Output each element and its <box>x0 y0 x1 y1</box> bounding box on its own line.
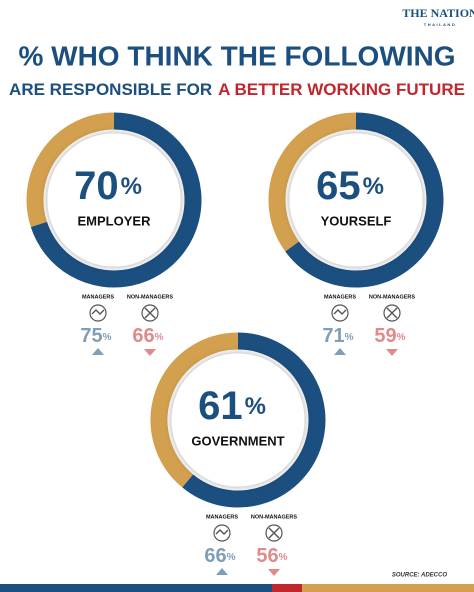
icon-shape <box>333 309 347 315</box>
footer-bar <box>302 584 474 592</box>
donut-inner <box>289 133 423 267</box>
breakdown-name: NON-MANAGERS <box>251 514 297 520</box>
footer-bar <box>0 584 272 592</box>
subtitle-part: ARE RESPONSIBLE FOR <box>9 80 212 99</box>
brand-sub: THAILAND <box>424 22 456 27</box>
subtitle: ARE RESPONSIBLE FOR A BETTER WORKING FUTU… <box>9 80 465 99</box>
breakdown-number: 71 <box>322 325 344 347</box>
icon <box>89 304 107 322</box>
icon-shape <box>144 307 156 319</box>
breakdown-unit: % <box>155 332 164 343</box>
breakdown-name: NON-MANAGERS <box>127 294 173 300</box>
breakdown-value: 71% <box>322 325 353 347</box>
donut-label: YOURSELF <box>321 213 392 228</box>
donut-label: GOVERNMENT <box>191 433 284 448</box>
breakdown-number: 66 <box>204 545 226 567</box>
brand: THE NATION <box>402 6 474 20</box>
breakdown-value: 75% <box>80 325 111 347</box>
donut-segment <box>30 112 202 288</box>
icon-shape <box>213 524 231 542</box>
percent-number: 61 <box>198 384 243 428</box>
trend-arrow <box>92 348 104 355</box>
icon-shape <box>383 304 401 322</box>
breakdown-unit: % <box>103 332 112 343</box>
icon-shape <box>268 527 280 539</box>
breakdown-unit: % <box>227 552 236 563</box>
donut-segment <box>182 332 326 508</box>
title: % WHO THINK THE FOLLOWING <box>18 40 455 71</box>
donut-label: EMPLOYER <box>78 213 152 228</box>
icon-shape <box>141 304 159 322</box>
percent-unit: % <box>245 393 266 420</box>
percent-number: 70 <box>74 164 119 208</box>
icon <box>213 524 231 542</box>
source: SOURCE: ADECCO <box>392 573 447 579</box>
icon-shape <box>89 304 107 322</box>
trend-arrow <box>386 349 398 356</box>
icon <box>383 304 401 322</box>
trend-arrow <box>144 349 156 356</box>
donut-segment <box>268 112 357 252</box>
breakdown-value: 66% <box>132 325 163 347</box>
donut-segment <box>285 112 444 288</box>
breakdown-name: MANAGERS <box>206 514 238 520</box>
breakdown-number: 66 <box>132 325 154 347</box>
icon <box>265 524 283 542</box>
breakdown-unit: % <box>279 552 288 563</box>
footer-bar <box>272 584 302 592</box>
donut-inner <box>171 353 305 487</box>
breakdown-unit: % <box>397 332 406 343</box>
donut-segment <box>150 332 239 488</box>
percent-value: 61% <box>198 384 266 428</box>
percent-number: 65 <box>316 164 361 208</box>
percent-unit: % <box>363 173 384 200</box>
breakdown-name: NON-MANAGERS <box>369 294 415 300</box>
breakdown-number: 59 <box>374 325 396 347</box>
icon <box>141 304 159 322</box>
breakdown-value: 56% <box>256 545 287 567</box>
breakdown-value: 59% <box>374 325 405 347</box>
donut-segment <box>26 112 115 228</box>
icon-shape <box>265 524 283 542</box>
breakdown-number: 56 <box>256 545 278 567</box>
percent-unit: % <box>121 173 142 200</box>
breakdown-name: MANAGERS <box>324 294 356 300</box>
breakdown-name: MANAGERS <box>82 294 114 300</box>
breakdown-number: 75 <box>80 325 102 347</box>
icon-shape <box>386 307 398 319</box>
donut-inner <box>47 133 181 267</box>
icon-shape <box>91 309 105 315</box>
trend-arrow <box>216 568 228 575</box>
trend-arrow <box>334 348 346 355</box>
icon-shape <box>215 529 229 535</box>
subtitle-highlight: A BETTER WORKING FUTURE <box>218 80 465 99</box>
icon-shape <box>331 304 349 322</box>
breakdown-value: 66% <box>204 545 235 567</box>
trend-arrow <box>268 569 280 576</box>
percent-value: 70% <box>74 164 142 208</box>
icon <box>331 304 349 322</box>
breakdown-unit: % <box>345 332 354 343</box>
percent-value: 65% <box>316 164 384 208</box>
